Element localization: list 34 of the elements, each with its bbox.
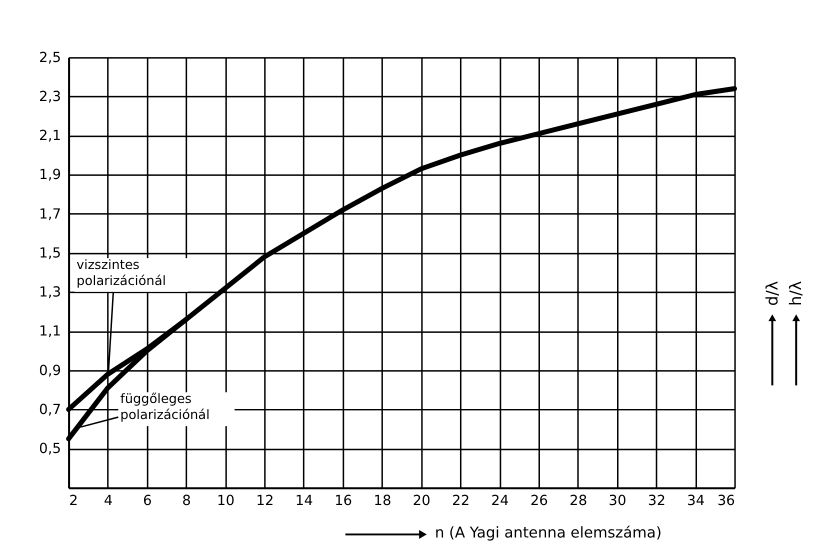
y-tick-label: 1,1 (39, 324, 62, 340)
x-axis-title: n (A Yagi antenna elemszáma) (434, 523, 662, 542)
x-tick-label: 28 (569, 493, 588, 510)
x-tick-label: 8 (182, 493, 192, 510)
y-tick-label: 0,7 (39, 402, 62, 418)
y-tick-label: 0,5 (39, 441, 62, 458)
x-tick-label: 32 (648, 493, 666, 510)
y-tick-label: 1,9 (39, 167, 62, 184)
x-tick-label: 26 (530, 493, 548, 510)
x-tick-label: 22 (452, 493, 470, 510)
text: vizszintes polarizációnál (76, 258, 166, 289)
y-tick-label: 0,9 (39, 362, 62, 379)
x-tick-label: 10 (216, 493, 235, 510)
x-tick-label: 16 (334, 493, 352, 510)
series-label: függőleges polarizációnál (120, 392, 210, 424)
x-tick-label: 14 (295, 493, 314, 510)
y-tick-label: 1,5 (39, 245, 62, 262)
x-tick-label: 24 (491, 493, 509, 510)
x-tick-label: 34 (687, 493, 705, 510)
x-tick-label: 2 (69, 493, 78, 510)
x-tick-label: 12 (256, 493, 274, 510)
x-tick-label: 20 (412, 493, 430, 510)
y-tick-label: 2,3 (39, 88, 62, 105)
y-tick-label: 2,5 (39, 50, 62, 66)
x-tick-label: 36 (717, 493, 736, 510)
y-tick-label: 1,7 (39, 206, 62, 222)
y-tick-label: 1,3 (39, 284, 62, 301)
text: h/λ (786, 280, 806, 306)
text: d/λ (762, 280, 782, 306)
x-tick-label: 18 (374, 493, 392, 510)
x-tick-label: 30 (608, 493, 626, 510)
y-tick-label: 2,1 (39, 128, 62, 144)
x-tick-label: 6 (143, 493, 152, 510)
x-tick-label: 4 (104, 493, 113, 510)
